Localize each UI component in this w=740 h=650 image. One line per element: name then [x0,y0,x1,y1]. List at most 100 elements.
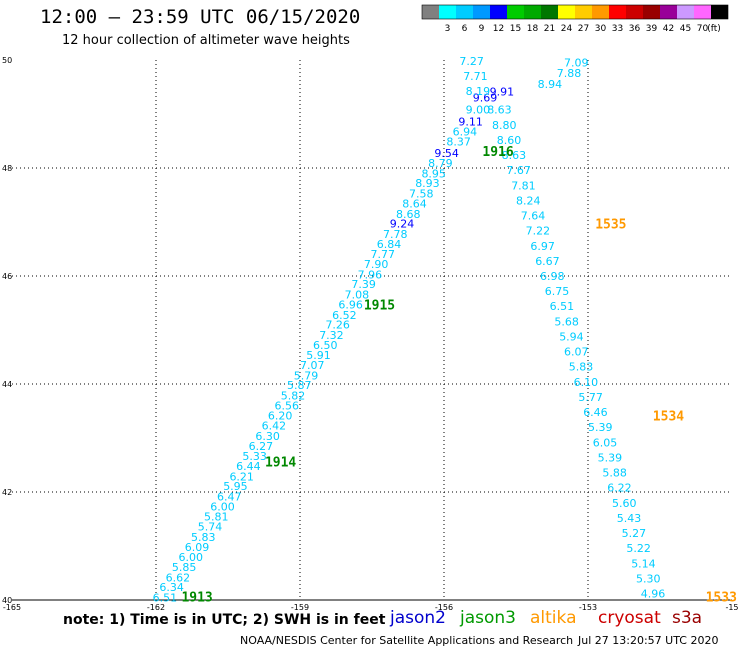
legend-tick-label: 18 [527,24,539,34]
data-point-label: 6.96 [338,299,363,312]
data-point-label: 6.21 [229,470,254,483]
data-point-label: 7.81 [511,179,536,192]
data-point-label: 8.64 [402,198,427,211]
legend-swatch [660,5,677,19]
data-point-label: 5.27 [622,527,647,540]
data-point-label: 5.87 [287,379,312,392]
data-point-label: 7.07 [300,359,325,372]
satellite-cryosat: cryosat [598,608,661,628]
data-point-label: 7.26 [325,319,350,332]
y-tick-label: 42 [2,488,12,497]
legend-swatch [439,5,456,19]
legend-swatch [575,5,592,19]
data-point-label: 7.78 [383,228,408,241]
legend-tick-label: 30 [595,24,607,34]
data-point-label: 8.63 [487,104,512,117]
data-point-label: 7.96 [358,268,383,281]
footer-note: note: 1) Time is in UTC; 2) SWH is in fe… [63,612,386,628]
data-point-label: 7.67 [506,164,531,177]
data-point-label: 8.93 [415,177,440,190]
data-point-label: 7.08 [345,288,370,301]
legend-swatch [473,5,490,19]
legend-swatch [711,5,728,19]
data-point-label: 7.77 [371,248,396,261]
legend-tick-label: 6 [462,24,468,34]
data-point-label: 6.05 [593,436,618,449]
data-point-label: 6.00 [210,501,235,514]
y-tick-label: 44 [2,380,12,389]
data-point-label: 5.82 [281,389,306,402]
data-point-label: 9.00 [466,104,491,117]
legend-swatch [456,5,473,19]
data-point-label: 6.07 [564,346,589,359]
legend-tick-label: 70 [697,24,709,34]
data-point-label: 9.24 [390,218,415,231]
legend-tick-label: 27 [578,24,589,34]
data-point-label: 6.75 [545,285,570,298]
page-title: 12:00 – 23:59 UTC 06/15/2020 [40,6,361,28]
data-point-label: 8.19 [466,85,491,98]
data-point-label: 5.68 [554,315,579,328]
data-point-label: 6.98 [540,270,565,283]
data-point-label: 7.09 [564,57,589,70]
y-tick-label: 40 [2,596,12,605]
footer-timestamp: Jul 27 13:20:57 UTC 2020 [578,634,719,647]
data-point-label: 8.95 [421,167,446,180]
legend-tick-label: 9 [479,24,485,34]
data-point-label: 6.51 [153,591,178,604]
data-point-label: 5.39 [588,421,613,434]
data-point-label: 9.91 [490,85,514,98]
data-point-label: 5.74 [198,521,223,534]
data-point-label: 6.56 [275,400,300,413]
data-point-label: 5.85 [172,561,197,574]
legend-swatch [677,5,694,19]
data-point-label: 8.80 [492,119,517,132]
data-point-label: 5.91 [306,349,331,362]
legend-swatch [643,5,660,19]
legend-tick-label: 24 [561,24,573,34]
legend-swatch [609,5,626,19]
y-tick-label: 50 [2,56,12,65]
legend-tick-label: 45 [680,24,691,34]
y-tick-label: 48 [2,164,12,173]
footer-credit: NOAA/NESDIS Center for Satellite Applica… [240,634,574,647]
satellite-jason2: jason2 [390,608,446,628]
x-tick-label: -159 [291,603,309,610]
data-point-label: 5.79 [294,369,319,382]
legend-swatch [507,5,524,19]
data-point-label: 5.83 [569,361,594,374]
time-label: 1913 [181,590,212,605]
data-point-label: 6.67 [535,255,560,268]
data-point-label: 5.30 [636,572,661,585]
x-tick-label: -156 [435,603,453,610]
data-point-label: 6.46 [583,406,608,419]
data-point-label: 6.51 [550,300,575,313]
data-point-label: 5.14 [631,557,656,570]
page-subtitle: 12 hour collection of altimeter wave hei… [62,33,350,48]
data-point-label: 6.30 [255,430,279,443]
x-tick-label: -15 [725,603,738,610]
satellite-altika: altika [530,608,577,628]
legend-swatch [558,5,575,19]
legend-tick-label: 21 [544,24,555,34]
data-point-label: 9.69 [473,91,498,104]
legend-unit: (ft) [707,24,721,34]
data-point-label: 6.97 [530,240,555,253]
color-legend: 3 6 9 12 15 18 21 24 27 30 33 36 39 42 45 70(ft) [421,4,729,34]
data-point-label: 8.24 [516,194,541,207]
time-label: 1916 [482,145,513,160]
data-point-label: 7.22 [526,225,551,238]
data-point-label: 7.27 [459,55,484,68]
legend-tick-label: 42 [663,24,674,34]
data-point-label: 5.77 [578,391,603,404]
legend-swatch [592,5,609,19]
time-label: 1534 [653,409,684,424]
data-point-label: 8.79 [428,157,453,170]
time-label: 1533 [706,590,737,605]
data-point-label: 6.52 [332,309,357,322]
legend-tick-label: 39 [646,24,658,34]
legend-frame [421,4,729,20]
data-point-label: 6.94 [453,125,478,138]
legend-tick-label: 36 [629,24,641,34]
legend-swatch [541,5,558,19]
